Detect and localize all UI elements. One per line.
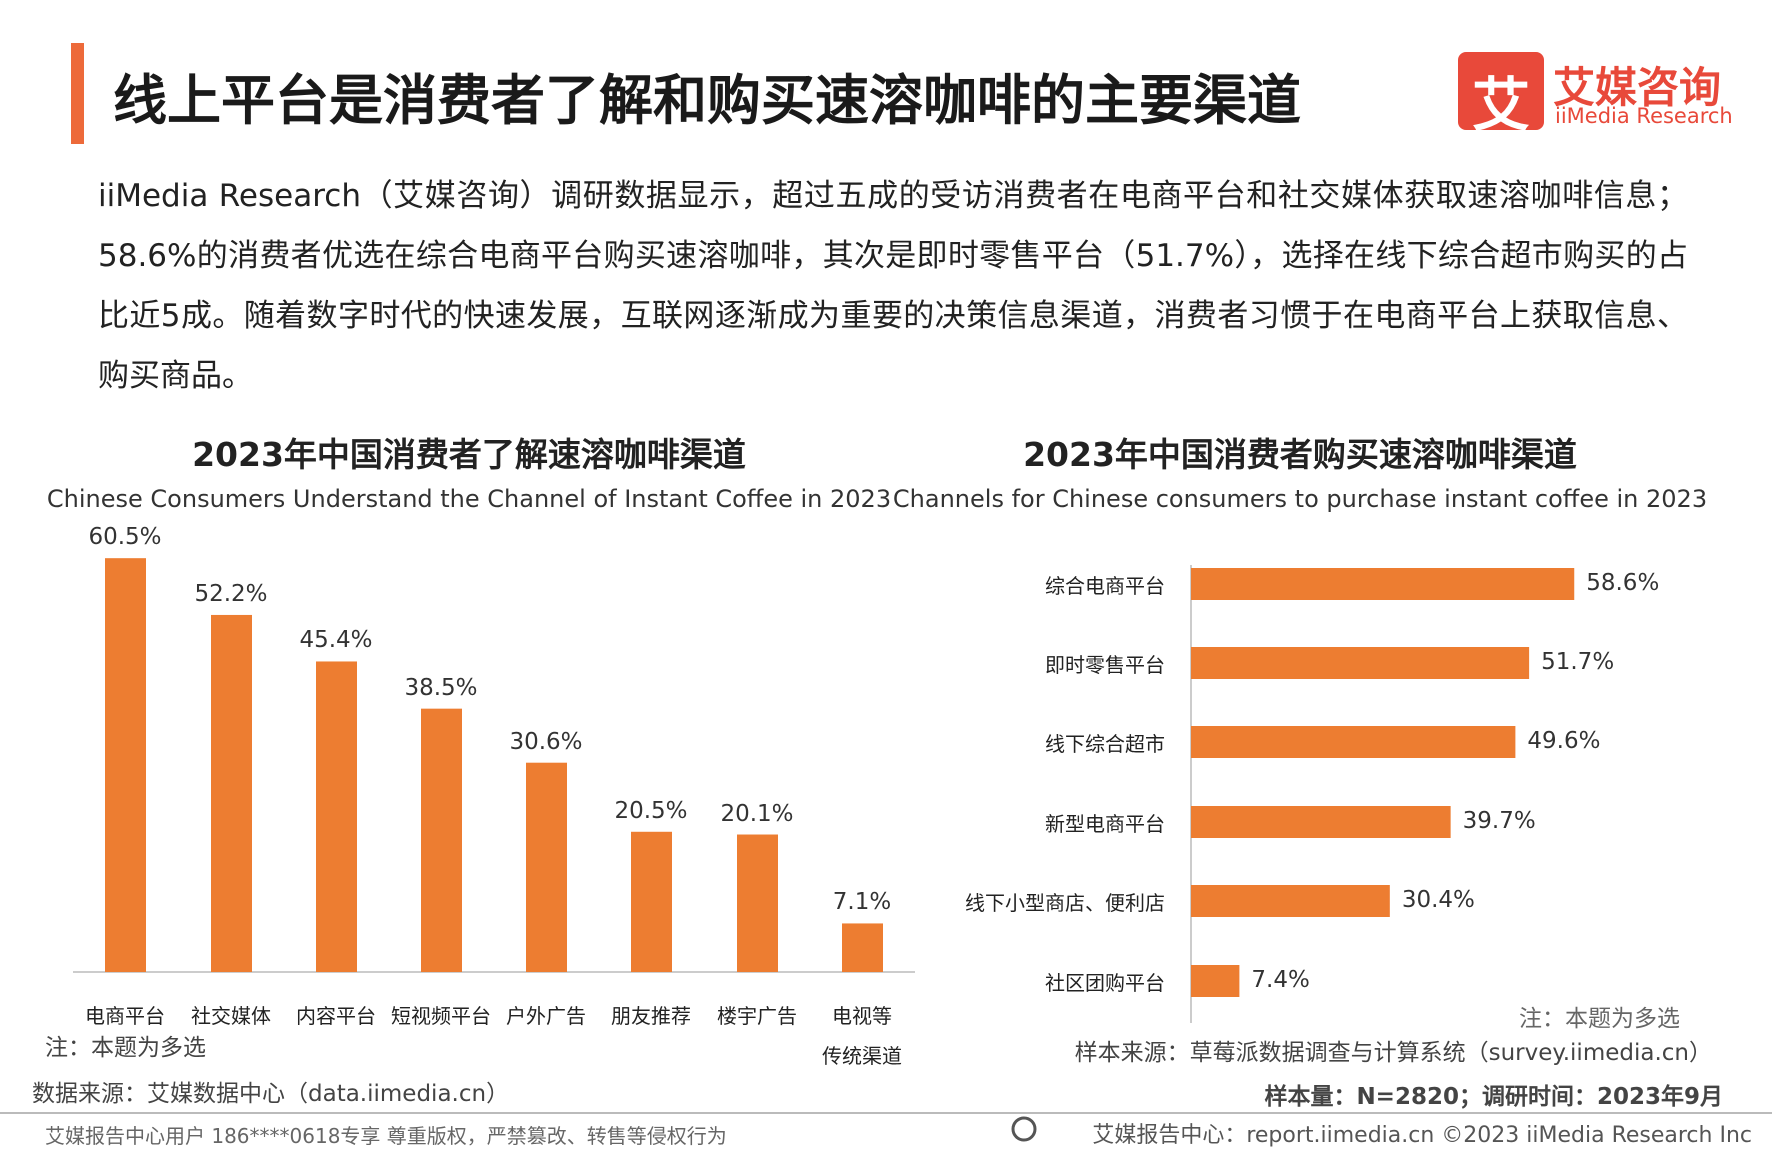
- x-tick-label: 朋友推荐: [611, 1004, 691, 1028]
- value-label: 38.5%: [404, 674, 478, 701]
- bar: [421, 708, 462, 972]
- y-tick-label: 即时零售平台: [1045, 653, 1165, 677]
- x-tick-label: 社交媒体: [191, 1004, 271, 1028]
- page-title: 线上平台是消费者了解和购买速溶咖啡的主要渠道: [113, 69, 1301, 132]
- chart-subtitle: Chinese Consumers Understand the Channel…: [46, 485, 892, 513]
- value-label: 30.4%: [1401, 887, 1475, 913]
- x-tick-label: 电商平台: [85, 1004, 165, 1028]
- y-tick-label: 社区团购平台: [1045, 971, 1165, 995]
- value-label: 20.5%: [614, 797, 688, 824]
- footer-right: 艾媒报告中心：report.iimedia.cn ©2023 iiMedia R…: [1092, 1123, 1752, 1148]
- logo-box: [1458, 52, 1544, 130]
- value-label: 60.5%: [88, 524, 162, 551]
- bar: [1191, 726, 1516, 758]
- bar: [1191, 885, 1390, 917]
- y-tick-label: 线下小型商店、便利店: [965, 891, 1165, 915]
- chart-source: 数据来源：艾媒数据中心（data.iimedia.cn）: [32, 1081, 510, 1107]
- bar: [1191, 647, 1530, 679]
- logo-mark: 艾: [1471, 71, 1530, 139]
- x-tick-label: 内容平台: [296, 1004, 376, 1028]
- value-label: 30.6%: [509, 728, 583, 755]
- footer-left: 艾媒报告中心用户 186****0618专享 尊重版权，严禁篡改、转售等侵权行为: [45, 1124, 727, 1148]
- value-label: 20.1%: [720, 800, 794, 827]
- value-label: 51.7%: [1541, 649, 1615, 675]
- chart-note: 注：本题为多选: [45, 1035, 206, 1061]
- y-tick-label: 线下综合超市: [1045, 732, 1165, 756]
- chart-title: 2023年中国消费者购买速溶咖啡渠道: [1023, 435, 1577, 474]
- value-label: 7.1%: [832, 889, 892, 916]
- x-tick-label: 楼宇广告: [717, 1004, 797, 1028]
- logo-cn: 艾媒咨询: [1553, 63, 1722, 112]
- logo-en: iiMedia Research: [1555, 104, 1733, 128]
- chart-subtitle: Channels for Chinese consumers to purcha…: [892, 485, 1708, 513]
- chart-title: 2023年中国消费者了解速溶咖啡渠道: [192, 435, 746, 474]
- bar: [842, 923, 883, 972]
- bar: [1191, 568, 1575, 600]
- body-paragraph: iiMedia Research（艾媒咨询）调研数据显示，超过五成的受访消费者在…: [98, 178, 1688, 394]
- bar: [211, 614, 252, 972]
- bar: [1191, 965, 1240, 997]
- y-tick-label: 综合电商平台: [1045, 574, 1165, 598]
- title-accent: [71, 43, 84, 144]
- x-tick-label: 电视等 传统渠道: [822, 1004, 902, 1068]
- x-tick-label: 短视频平台: [391, 1004, 491, 1028]
- chart-note: 注：本题为多选: [1519, 1006, 1680, 1032]
- chart-sample: 样本量：N=2820；调研时间：2023年9月: [1264, 1084, 1723, 1110]
- chart-source: 样本来源：草莓派数据调查与计算系统（survey.iimedia.cn）: [1074, 1040, 1712, 1066]
- bar: [1191, 806, 1451, 838]
- value-label: 49.6%: [1527, 728, 1601, 754]
- bar: [631, 831, 672, 972]
- value-label: 52.2%: [194, 580, 268, 607]
- value-label: 45.4%: [299, 627, 373, 654]
- bar: [316, 661, 357, 972]
- value-label: 39.7%: [1462, 808, 1536, 834]
- value-label: 7.4%: [1251, 967, 1310, 993]
- bar: [526, 762, 567, 972]
- x-tick-label: 户外广告: [506, 1004, 586, 1028]
- bar: [737, 834, 778, 972]
- bar: [105, 558, 146, 972]
- value-label: 58.6%: [1586, 570, 1660, 596]
- footer-icon: [1011, 1116, 1037, 1142]
- y-tick-label: 新型电商平台: [1045, 812, 1165, 836]
